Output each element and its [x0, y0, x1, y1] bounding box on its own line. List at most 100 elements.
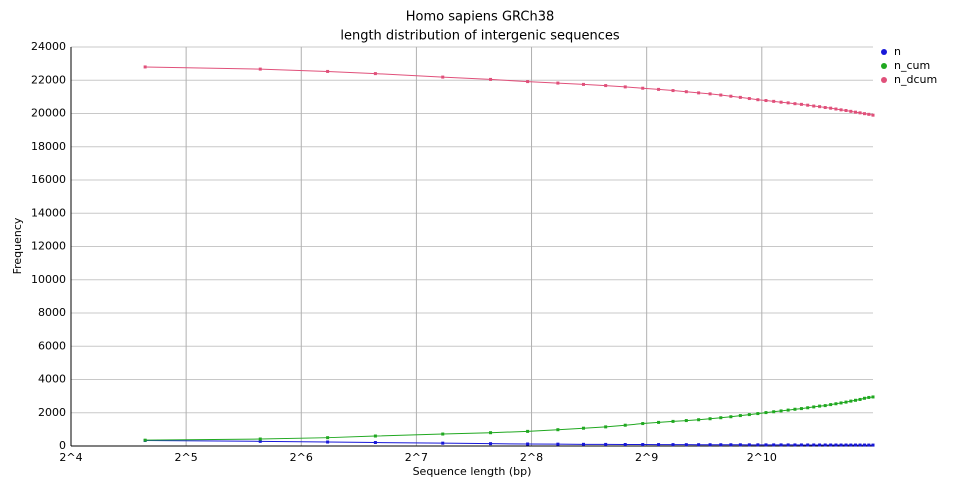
data-point	[556, 428, 560, 432]
data-point	[581, 426, 585, 430]
data-point	[258, 437, 262, 441]
data-point	[708, 92, 712, 96]
data-point	[858, 397, 862, 401]
x-tick-label: 2^6	[290, 451, 313, 464]
data-point	[867, 443, 871, 447]
data-point	[829, 443, 833, 447]
y-tick-label: 20000	[31, 107, 66, 120]
data-point	[556, 442, 560, 446]
data-point	[818, 105, 822, 109]
chart-subtitle: length distribution of intergenic sequen…	[340, 29, 620, 44]
data-point	[862, 443, 866, 447]
y-tick-label: 8000	[38, 306, 66, 319]
data-point	[779, 100, 783, 104]
data-point	[641, 443, 645, 447]
data-point	[641, 422, 645, 426]
data-point	[729, 415, 733, 419]
data-point	[657, 87, 661, 91]
data-point	[441, 75, 445, 79]
data-point	[772, 99, 776, 103]
data-point	[853, 443, 857, 447]
data-point	[764, 411, 768, 415]
x-tick-label: 2^10	[747, 451, 777, 464]
data-point	[871, 443, 875, 447]
data-point	[373, 72, 377, 76]
data-point	[719, 416, 723, 420]
data-point	[823, 443, 827, 447]
data-point	[764, 443, 768, 447]
legend-marker	[881, 77, 887, 83]
y-tick-label: 14000	[31, 206, 66, 219]
data-point	[858, 443, 862, 447]
data-point	[764, 99, 768, 103]
data-point	[799, 102, 803, 106]
data-point	[806, 443, 810, 447]
data-point	[858, 111, 862, 115]
data-point	[738, 443, 742, 447]
data-point	[786, 443, 790, 447]
data-point	[708, 443, 712, 447]
data-point	[779, 443, 783, 447]
legend-marker	[881, 49, 887, 55]
data-point	[818, 404, 822, 408]
data-point	[684, 90, 688, 94]
data-point	[697, 418, 701, 422]
data-point	[604, 442, 608, 446]
data-point	[719, 443, 723, 447]
data-point	[853, 110, 857, 114]
data-point	[604, 425, 608, 429]
data-point	[829, 403, 833, 407]
data-point	[326, 69, 330, 73]
data-point	[526, 442, 530, 446]
data-point	[793, 407, 797, 411]
data-point	[738, 414, 742, 418]
data-point	[818, 443, 822, 447]
x-axis-label: Sequence length (bp)	[413, 465, 532, 478]
legend-label: n	[894, 45, 901, 58]
data-point	[839, 108, 843, 112]
data-point	[641, 86, 645, 90]
data-point	[326, 440, 330, 444]
data-point	[786, 408, 790, 412]
x-tick-label: 2^4	[59, 451, 82, 464]
y-tick-label: 10000	[31, 273, 66, 286]
data-point	[738, 95, 742, 99]
data-point	[747, 97, 751, 101]
data-point	[871, 395, 875, 399]
data-point	[258, 67, 262, 71]
data-point	[684, 419, 688, 423]
data-point	[772, 443, 776, 447]
data-point	[526, 429, 530, 433]
data-point	[623, 443, 627, 447]
y-tick-label: 18000	[31, 140, 66, 153]
y-tick-label: 22000	[31, 73, 66, 86]
data-point	[779, 409, 783, 413]
legend-marker	[881, 63, 887, 69]
data-point	[853, 398, 857, 402]
y-axis-label: Frequency	[11, 217, 24, 274]
data-point	[812, 443, 816, 447]
data-point	[657, 443, 661, 447]
y-tick-label: 16000	[31, 173, 66, 186]
data-point	[786, 101, 790, 105]
data-point	[844, 109, 848, 113]
data-point	[729, 443, 733, 447]
data-point	[326, 436, 330, 440]
x-tick-label: 2^7	[405, 451, 428, 464]
data-point	[747, 443, 751, 447]
data-point	[526, 80, 530, 84]
data-point	[373, 441, 377, 445]
data-point	[489, 77, 493, 81]
y-tick-label: 12000	[31, 240, 66, 253]
data-point	[657, 420, 661, 424]
data-point	[489, 431, 493, 435]
data-point	[849, 399, 853, 403]
data-point	[812, 104, 816, 108]
data-point	[258, 439, 262, 443]
y-tick-label: 2000	[38, 406, 66, 419]
data-point	[697, 443, 701, 447]
data-point	[834, 443, 838, 447]
data-point	[844, 400, 848, 404]
data-point	[849, 109, 853, 113]
